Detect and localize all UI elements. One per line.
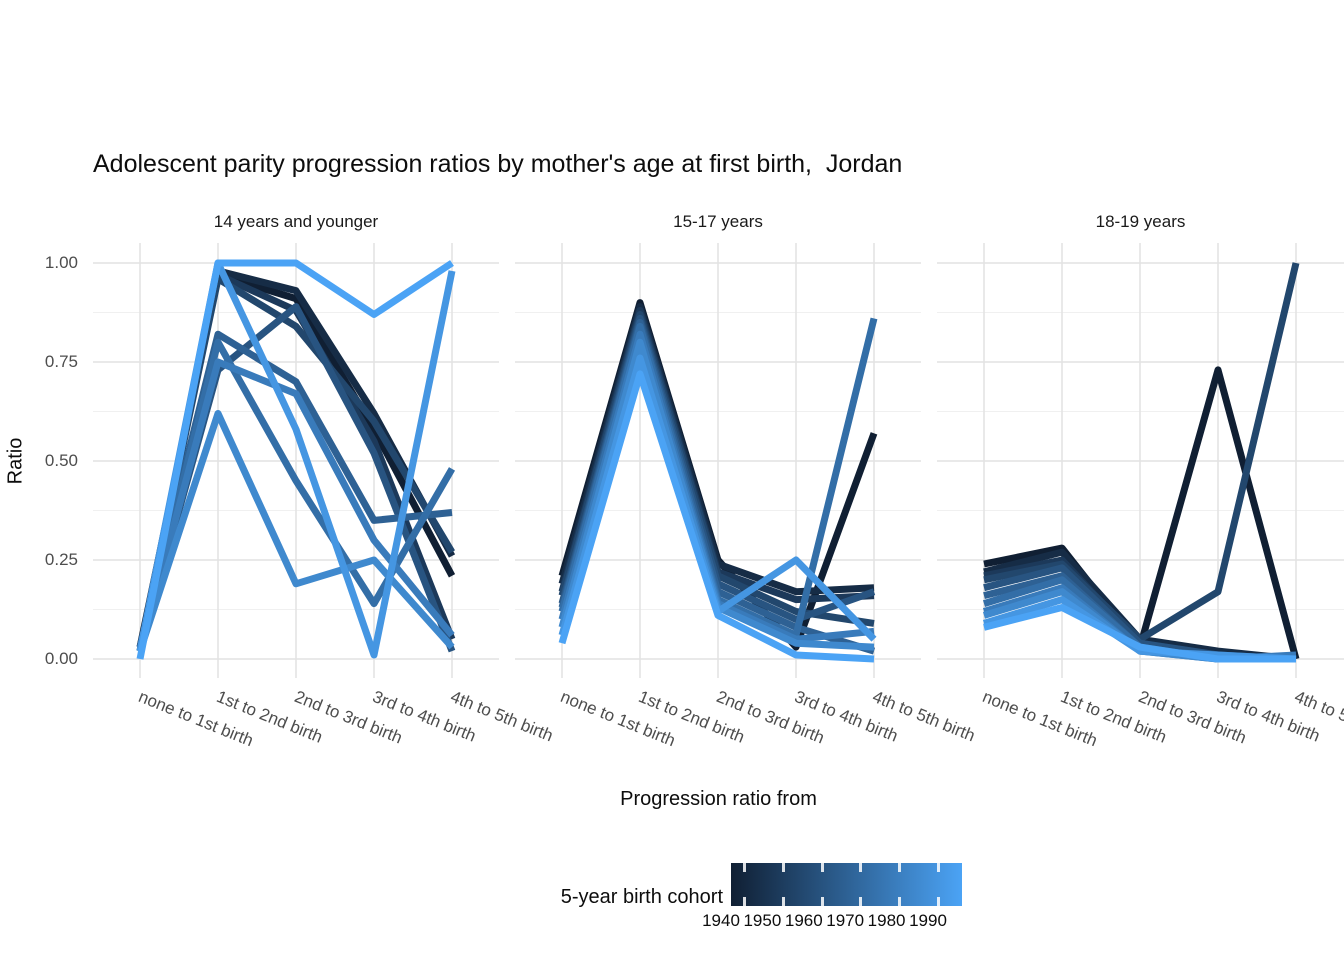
legend-tick-label: 1970 [826,911,865,930]
y-axis-title: Ratio [4,437,27,485]
legend-colorbar-tick [820,863,824,872]
legend-colorbar [731,863,962,906]
legend-colorbar-tick [937,863,940,872]
y-tick-label: 0.25 [44,550,78,569]
legend-colorbar-tick [859,897,863,906]
facet-strip-label: 18-19 years [1095,212,1186,231]
legend-tick-label: 1940 [702,911,740,930]
legend-colorbar-tick [898,897,902,906]
y-tick-label: 1.00 [44,253,78,272]
legend-colorbar-tick [937,897,940,906]
legend-colorbar-tick [859,863,863,872]
facet-strip-label: 14 years and younger [213,212,379,231]
facet-panel [937,243,1344,678]
chart-title: Adolescent parity progression ratios by … [93,150,903,178]
legend-colorbar-tick [898,863,902,872]
y-tick-label: 0.75 [44,352,78,371]
facet-panel [93,243,499,678]
legend-tick-label: 1960 [784,911,823,930]
legend-colorbar-tick [820,897,824,906]
facet-strip-label: 15-17 years [673,212,763,231]
legend-colorbar-tick [781,897,785,906]
cohort-line-1980 [136,410,455,653]
legend-tick-label: 1950 [743,911,782,930]
cohort-line-1975 [136,358,455,653]
facet-panel [515,243,921,678]
cohort-line-1990 [558,370,875,663]
cohort-line-1990 [983,604,1296,663]
legend-colorbar-tick [743,863,746,872]
legend-tick-label: 1990 [909,911,947,930]
legend-colorbar-tick [743,897,746,906]
legend-tick-label: 1980 [867,911,906,930]
y-tick-label: 0.50 [44,451,78,470]
x-axis-title: Progression ratio from [620,788,817,810]
y-tick-label: 0.00 [44,649,78,668]
cohort-line-1990 [136,259,454,660]
legend-colorbar-tick [781,863,785,872]
legend-title: 5-year birth cohort [560,886,723,908]
